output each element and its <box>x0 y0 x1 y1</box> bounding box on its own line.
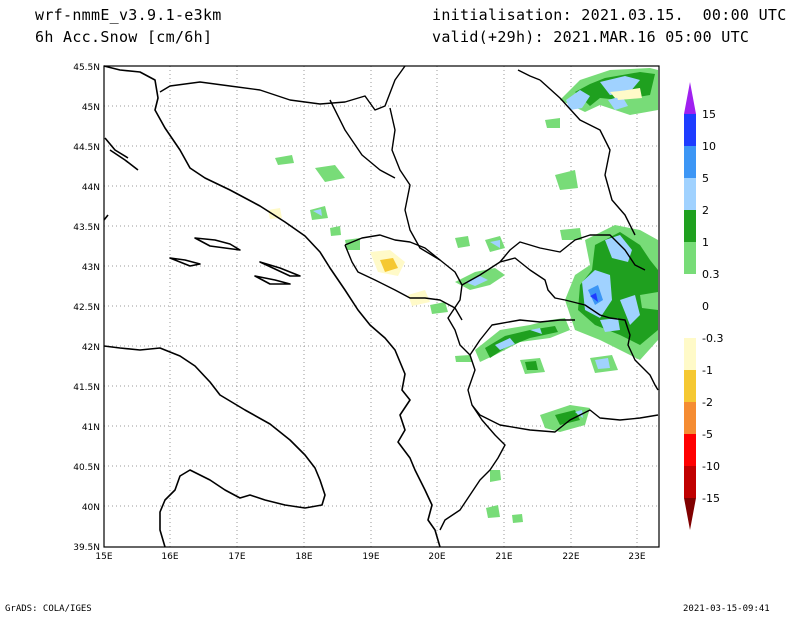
legend-label: 0 <box>702 300 709 313</box>
snow-patches <box>268 68 658 523</box>
lat-tick: 41N <box>82 423 100 433</box>
field-title: 6h Acc.Snow [cm/6h] <box>35 28 213 46</box>
lat-tick: 45.5N <box>73 63 100 73</box>
lon-tick: 20E <box>428 552 445 562</box>
init-time: initialisation: 2021.03.15. 00:00 UTC <box>432 6 787 24</box>
legend-swatch <box>684 338 696 370</box>
credit-text: GrADS: COLA/IGES <box>5 604 92 614</box>
lon-tick: 21E <box>495 552 512 562</box>
lon-tick: 23E <box>628 552 645 562</box>
legend-swatch <box>684 370 696 402</box>
legend-label: -5 <box>702 428 713 441</box>
legend-label: 2 <box>702 204 709 217</box>
legend-label: 1 <box>702 236 709 249</box>
lat-tick: 40N <box>82 503 100 513</box>
legend-label: 0.3 <box>702 268 720 281</box>
legend-arrow-bottom <box>684 498 696 530</box>
legend-label: -10 <box>702 460 720 473</box>
lat-tick: 42N <box>82 343 100 353</box>
legend-label: 5 <box>702 172 709 185</box>
lon-tick: 16E <box>161 552 178 562</box>
lat-tick: 41.5N <box>73 383 100 393</box>
legend-swatch <box>684 178 696 210</box>
legend-swatch <box>684 242 696 274</box>
color-legend: 15 10 5 2 1 0.3 0 -0.3 -1 -2 -5 -10 -15 <box>684 82 723 530</box>
legend-label: 10 <box>702 140 716 153</box>
lon-tick: 15E <box>95 552 112 562</box>
coastlines <box>103 65 441 548</box>
lat-tick: 43N <box>82 263 100 273</box>
lon-tick: 18E <box>295 552 312 562</box>
legend-arrow-top <box>684 82 696 114</box>
lat-tick: 44.5N <box>73 143 100 153</box>
lat-axis-labels: 45.5N 45N 44.5N 44N 43.5N 43N 42.5N 42N … <box>73 63 100 553</box>
borders <box>159 65 659 531</box>
lat-tick: 42.5N <box>73 303 100 313</box>
lon-tick: 22E <box>562 552 579 562</box>
legend-label: -1 <box>702 364 713 377</box>
lon-tick: 17E <box>228 552 245 562</box>
legend-swatch <box>684 210 696 242</box>
legend-label: 15 <box>702 108 716 121</box>
model-title: wrf-nmmE_v3.9.1-e3km <box>35 6 222 24</box>
lon-tick: 19E <box>362 552 379 562</box>
legend-swatch <box>684 306 696 338</box>
lat-tick: 43.5N <box>73 223 100 233</box>
lon-axis-labels: 15E 16E 17E 18E 19E 20E 21E 22E 23E <box>95 552 645 562</box>
lat-tick: 39.5N <box>73 543 100 553</box>
lat-tick: 45N <box>82 103 100 113</box>
legend-label: -0.3 <box>702 332 723 345</box>
legend-label: -2 <box>702 396 713 409</box>
legend-swatch <box>684 434 696 466</box>
legend-swatch <box>684 466 696 498</box>
legend-swatch <box>684 402 696 434</box>
lat-tick: 40.5N <box>73 463 100 473</box>
lat-tick: 44N <box>82 183 100 193</box>
timestamp-text: 2021-03-15-09:41 <box>683 604 770 614</box>
valid-time: valid(+29h): 2021.MAR.16 05:00 UTC <box>432 28 750 46</box>
legend-swatch <box>684 146 696 178</box>
legend-swatch <box>684 114 696 146</box>
legend-swatch <box>684 274 696 306</box>
legend-label: -15 <box>702 492 720 505</box>
